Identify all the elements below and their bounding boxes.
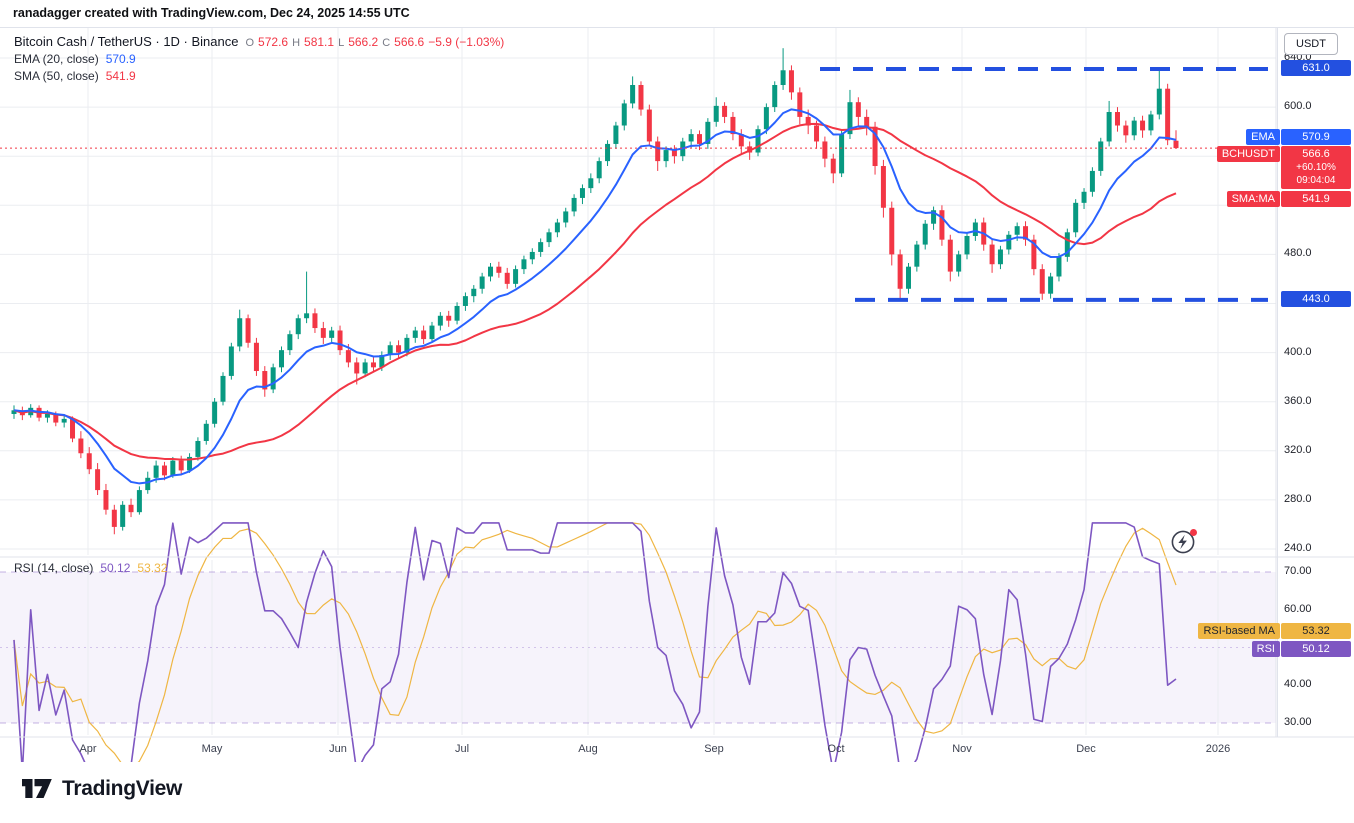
resistance-price-label: 631.0 xyxy=(1281,60,1351,77)
footer: TradingView xyxy=(20,776,182,801)
rsi-ma-badge-value: 53.32 xyxy=(1281,622,1351,639)
rsi-badge-value: 50.12 xyxy=(1281,641,1351,658)
rsi-badge-name: RSI xyxy=(1251,641,1280,658)
sma-badge-name: SMA:MA xyxy=(1226,191,1280,208)
ema-legend-row: EMA (20, close) 570.9 xyxy=(14,52,136,66)
time-axis-label: Sep xyxy=(704,743,724,755)
change-percent-value: +60.10% xyxy=(1296,162,1336,174)
symbol-title[interactable]: Bitcoin Cash / TetherUS · 1D · Binance xyxy=(14,34,239,49)
sma-legend-row: SMA (50, close) 541.9 xyxy=(14,69,136,83)
rsi-ma-axis-badge: RSI-based MA 53.32 xyxy=(1198,622,1351,639)
time-axis-label: Oct xyxy=(827,743,845,755)
close-label: C xyxy=(382,37,391,49)
chart-canvas[interactable] xyxy=(0,0,1354,762)
low-value: 566.2 xyxy=(348,35,379,49)
rsi-tick-label: 60.00 xyxy=(1284,602,1312,615)
time-axis-label: Dec xyxy=(1076,743,1096,755)
sma-badge-value: 541.9 xyxy=(1281,191,1351,208)
symbol-badge-values: 566.6 +60.10% 09:04:04 xyxy=(1281,146,1351,190)
rsi-ma-badge-name: RSI-based MA xyxy=(1198,622,1280,639)
currency-unit-toggle[interactable]: USDT xyxy=(1284,33,1338,55)
price-axis[interactable]: USDT xyxy=(1277,28,1354,737)
close-value: 566.6 xyxy=(394,35,425,49)
rsi-legend-row: RSI (14, close) 50.12 53.32 xyxy=(14,561,167,575)
price-tick-label: 320.0 xyxy=(1284,443,1312,456)
tradingview-logo[interactable]: TradingView xyxy=(20,776,182,801)
symbol-price-badge: BCHUSDT 566.6 +60.10% 09:04:04 xyxy=(1216,146,1351,190)
rsi-indicator-value: 50.12 xyxy=(100,561,131,575)
chart-area: Bitcoin Cash / TetherUS · 1D · Binance O… xyxy=(0,0,1354,762)
rsi-tick-label: 70.00 xyxy=(1284,565,1312,577)
ema-indicator-label[interactable]: EMA (20, close) xyxy=(14,52,99,66)
open-label: O xyxy=(245,37,255,49)
time-axis-label: Nov xyxy=(952,743,972,755)
price-tick-label: 600.0 xyxy=(1284,100,1312,113)
brand-name: TradingView xyxy=(62,776,183,800)
price-tick-label: 400.0 xyxy=(1284,345,1312,358)
sma-indicator-value: 541.9 xyxy=(105,69,136,83)
ema-indicator-value: 570.9 xyxy=(105,52,136,66)
sma-indicator-label[interactable]: SMA (50, close) xyxy=(14,69,99,83)
ema-axis-badge: EMA 570.9 xyxy=(1246,128,1351,145)
price-tick-label: 480.0 xyxy=(1284,247,1312,260)
attribution-text: ranadagger created with TradingView.com,… xyxy=(13,6,410,20)
symbol-badge-name: BCHUSDT xyxy=(1216,146,1280,163)
time-axis-label: Jul xyxy=(454,743,470,755)
time-axis-label: Jun xyxy=(329,743,347,755)
flash-pattern-button[interactable] xyxy=(1169,529,1197,557)
open-value: 572.6 xyxy=(258,35,289,49)
high-value: 581.1 xyxy=(304,35,335,49)
ohlc-values: O 572.6 H 581.1 L 566.2 C 566.6 −5.9 (−1… xyxy=(245,35,504,49)
rsi-indicator-label[interactable]: RSI (14, close) xyxy=(14,561,94,575)
time-axis-label: May xyxy=(201,743,223,755)
rsi-tick-label: 30.00 xyxy=(1284,716,1312,728)
price-tick-label: 280.0 xyxy=(1284,492,1312,505)
change-value: −5.9 (−1.03%) xyxy=(428,35,505,49)
last-price-value: 566.6 xyxy=(1302,148,1330,161)
low-label: L xyxy=(338,37,345,49)
rsi-ma-indicator-value: 53.32 xyxy=(137,561,168,575)
price-tick-label: 360.0 xyxy=(1284,394,1312,407)
bar-close-countdown: 09:04:04 xyxy=(1296,175,1336,187)
support-level-badge: 443.0 xyxy=(1281,290,1351,307)
price-tick-label: 240.0 xyxy=(1284,542,1312,554)
symbol-legend-row: Bitcoin Cash / TetherUS · 1D · Binance O… xyxy=(14,34,504,49)
ema-badge-value: 570.9 xyxy=(1281,128,1351,145)
ema-badge-name: EMA xyxy=(1246,128,1280,145)
time-axis-label: Apr xyxy=(79,743,97,755)
time-axis[interactable]: Apr May Jun Jul Aug Sep Oct Nov Dec 2026 xyxy=(0,737,1354,762)
sma-axis-badge: SMA:MA 541.9 xyxy=(1226,191,1351,208)
time-axis-label: Aug xyxy=(578,743,598,755)
resistance-level-badge: 631.0 xyxy=(1281,60,1351,77)
tradingview-logo-icon xyxy=(22,779,52,798)
rsi-tick-label: 40.00 xyxy=(1284,678,1312,691)
time-axis-label: 2026 xyxy=(1205,743,1231,755)
rsi-axis-badge: RSI 50.12 xyxy=(1251,641,1351,658)
support-price-label: 443.0 xyxy=(1281,290,1351,307)
high-label: H xyxy=(292,37,301,49)
lightning-icon xyxy=(1171,530,1195,554)
notification-dot xyxy=(1190,529,1197,536)
